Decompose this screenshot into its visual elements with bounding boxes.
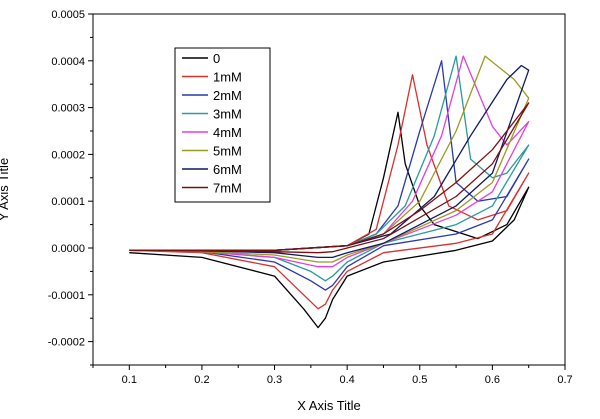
y-axis-title: Y Axis Title xyxy=(0,158,11,221)
y-tick-label: 0.0002 xyxy=(51,149,85,161)
y-tick-label: 0.0003 xyxy=(51,103,85,115)
series-line-1 xyxy=(129,74,530,310)
legend-label: 2mM xyxy=(213,88,242,103)
y-tick-label: -0.0001 xyxy=(48,290,85,302)
x-tick-label: 0.4 xyxy=(340,374,355,386)
x-axis-title: X Axis Title xyxy=(297,398,361,413)
y-tick-label: 0.0001 xyxy=(51,196,85,208)
legend-label: 7mM xyxy=(213,181,242,196)
legend-label: 1mM xyxy=(213,70,242,85)
legend-label: 0 xyxy=(213,51,220,66)
y-tick-label: 0.0004 xyxy=(51,56,85,68)
legend-label: 6mM xyxy=(213,162,242,177)
plot-lines xyxy=(129,55,530,329)
y-tick-label: 0.0000 xyxy=(51,243,85,255)
x-tick-label: 0.1 xyxy=(122,374,137,386)
legend-label: 4mM xyxy=(213,125,242,140)
legend: 0 1mM 2mM 3mM 4mM 5mM 6mM 7mM xyxy=(174,47,271,203)
legend-box xyxy=(174,47,271,203)
x-tick-label: 0.3 xyxy=(267,374,282,386)
series-line-3 xyxy=(129,55,530,282)
y-tick-label: 0.0005 xyxy=(51,9,85,21)
x-tick-label: 0.7 xyxy=(557,374,572,386)
legend-label: 5mM xyxy=(213,144,242,159)
legend-label: 3mM xyxy=(213,107,242,122)
x-tick-label: 0.5 xyxy=(412,374,427,386)
series-line-7 xyxy=(129,102,530,254)
x-axis: 0.1 0.2 0.3 0.4 0.5 0.6 0.7 xyxy=(92,365,573,386)
x-tick-label: 0.6 xyxy=(485,374,500,386)
y-tick-label: -0.0002 xyxy=(48,337,85,349)
y-axis: -0.0002 -0.0001 0.0000 0.0001 0.0002 0.0003 0.… xyxy=(48,9,93,366)
x-tick-label: 0.2 xyxy=(194,374,209,386)
plot-frame xyxy=(92,13,566,366)
